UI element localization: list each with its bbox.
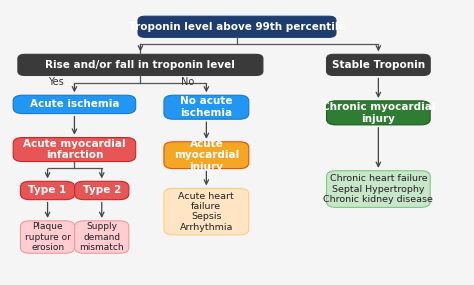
Text: Type 2: Type 2 <box>82 186 121 196</box>
FancyBboxPatch shape <box>327 54 430 76</box>
Text: No acute
ischemia: No acute ischemia <box>180 96 233 118</box>
FancyBboxPatch shape <box>13 138 136 162</box>
Text: Yes: Yes <box>48 77 64 87</box>
Text: Chronic heart failure
Septal Hypertrophy
Chronic kidney disease: Chronic heart failure Septal Hypertrophy… <box>323 174 433 204</box>
Text: Type 1: Type 1 <box>28 186 67 196</box>
FancyBboxPatch shape <box>164 142 249 169</box>
Text: Chronic myocardial
injury: Chronic myocardial injury <box>322 102 435 124</box>
FancyBboxPatch shape <box>18 54 263 76</box>
Text: Acute heart
failure
Sepsis
Arrhythmia: Acute heart failure Sepsis Arrhythmia <box>179 192 234 232</box>
Text: Troponin level above 99th percentile: Troponin level above 99th percentile <box>128 22 346 32</box>
FancyBboxPatch shape <box>138 16 336 37</box>
FancyBboxPatch shape <box>20 221 75 253</box>
Text: Acute ischemia: Acute ischemia <box>30 99 119 109</box>
FancyBboxPatch shape <box>327 171 430 207</box>
Text: Plaque
rupture or
erosion: Plaque rupture or erosion <box>25 222 71 252</box>
Text: Supply
demand
mismatch: Supply demand mismatch <box>80 222 124 252</box>
Text: No: No <box>181 77 194 87</box>
FancyBboxPatch shape <box>164 95 249 119</box>
Text: Rise and/or fall in troponin level: Rise and/or fall in troponin level <box>46 60 235 70</box>
Text: Acute
myocardial
injury: Acute myocardial injury <box>174 139 239 172</box>
Text: Stable Troponin: Stable Troponin <box>332 60 425 70</box>
FancyBboxPatch shape <box>20 181 75 200</box>
FancyBboxPatch shape <box>164 188 249 235</box>
FancyBboxPatch shape <box>327 101 430 125</box>
FancyBboxPatch shape <box>75 221 129 253</box>
Text: Acute myocardial
infarction: Acute myocardial infarction <box>23 139 126 160</box>
FancyBboxPatch shape <box>75 181 129 200</box>
FancyBboxPatch shape <box>13 95 136 113</box>
